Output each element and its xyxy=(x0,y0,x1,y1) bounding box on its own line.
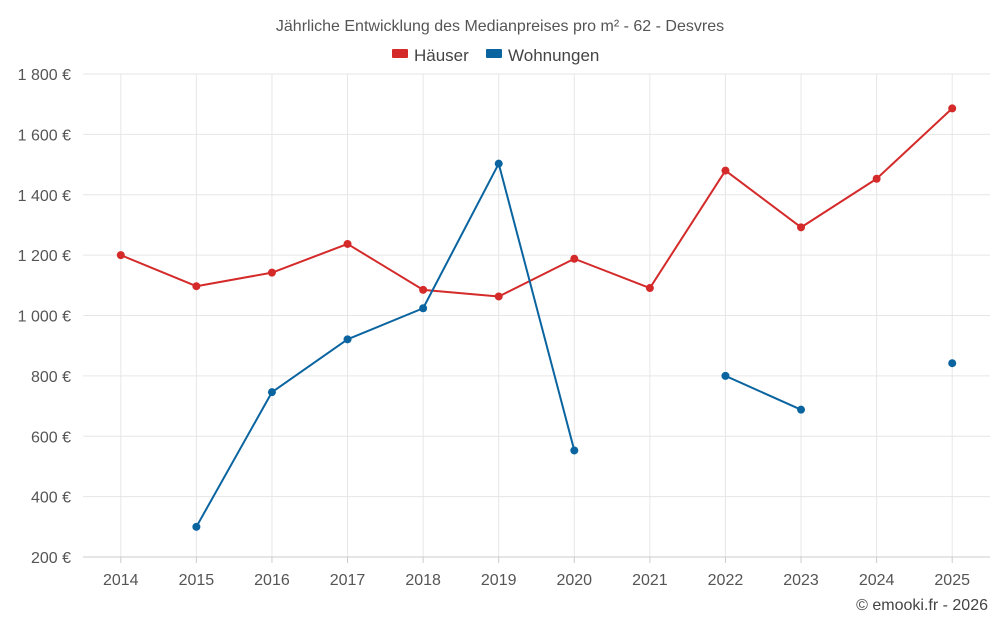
series-haeuser xyxy=(116,104,957,301)
grid xyxy=(83,73,990,557)
series xyxy=(116,104,957,531)
series-wohnungen xyxy=(192,159,957,531)
data-point[interactable] xyxy=(116,251,125,260)
x-tick-label: 2025 xyxy=(934,572,970,589)
y-tick-label: 1 800 € xyxy=(18,67,71,84)
data-point[interactable] xyxy=(645,284,654,293)
legend: Häuser Wohnungen xyxy=(392,46,599,65)
data-point[interactable] xyxy=(494,159,503,168)
y-tick-label: 600 € xyxy=(31,429,71,446)
data-point[interactable] xyxy=(797,223,806,232)
data-point[interactable] xyxy=(948,104,957,113)
y-tick-label: 1 600 € xyxy=(18,127,71,144)
series-line xyxy=(120,107,953,298)
data-point[interactable] xyxy=(192,282,201,291)
data-point[interactable] xyxy=(192,522,201,531)
data-point[interactable] xyxy=(494,292,503,301)
chart-title: Jährliche Entwicklung des Medianpreises … xyxy=(276,18,724,35)
x-tick-label: 2017 xyxy=(330,572,366,589)
x-tick-label: 2021 xyxy=(632,572,668,589)
copyright-credit: © emooki.fr - 2026 xyxy=(856,597,988,614)
x-tick-label: 2018 xyxy=(405,572,441,589)
x-tick-label: 2015 xyxy=(179,572,215,589)
y-tick-label: 200 € xyxy=(31,550,71,567)
data-point[interactable] xyxy=(872,174,881,183)
x-tick-label: 2023 xyxy=(783,572,819,589)
y-tick-label: 1 200 € xyxy=(18,248,71,265)
data-point[interactable] xyxy=(419,304,428,313)
y-tick-label: 1 400 € xyxy=(18,188,71,205)
legend-swatch xyxy=(392,49,408,58)
data-point[interactable] xyxy=(797,405,806,414)
x-tick-label: 2014 xyxy=(103,572,139,589)
data-point[interactable] xyxy=(948,359,957,368)
data-point[interactable] xyxy=(570,446,579,455)
legend-label[interactable]: Wohnungen xyxy=(508,46,599,65)
x-tick-label: 2016 xyxy=(254,572,290,589)
data-point[interactable] xyxy=(343,335,352,344)
data-point[interactable] xyxy=(267,268,276,277)
y-tick-label: 400 € xyxy=(31,490,71,507)
x-tick-label: 2020 xyxy=(556,572,592,589)
x-tick-label: 2024 xyxy=(859,572,895,589)
axes: 200 € 400 € 600 € 800 € 1 000 € 1 200 € 1 400 … xyxy=(18,67,990,589)
data-point[interactable] xyxy=(721,371,730,380)
legend-swatch xyxy=(486,49,502,58)
data-point[interactable] xyxy=(343,239,352,248)
data-point[interactable] xyxy=(570,254,579,263)
data-point[interactable] xyxy=(721,166,730,175)
data-point[interactable] xyxy=(419,285,428,294)
x-tick-label: 2022 xyxy=(708,572,744,589)
series-line xyxy=(195,162,576,528)
x-tick-label: 2019 xyxy=(481,572,517,589)
series-line xyxy=(725,374,802,411)
data-point[interactable] xyxy=(267,388,276,397)
y-tick-label: 800 € xyxy=(31,369,71,386)
legend-label[interactable]: Häuser xyxy=(414,46,469,65)
y-tick-label: 1 000 € xyxy=(18,309,71,326)
